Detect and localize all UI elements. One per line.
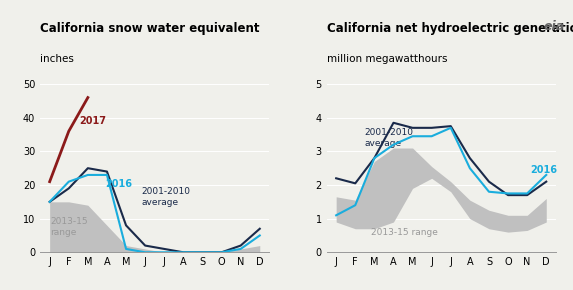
Text: inches: inches <box>40 54 74 64</box>
Text: 2001-2010
average: 2001-2010 average <box>365 128 414 148</box>
Text: 2016: 2016 <box>530 165 557 175</box>
Text: 2013-15
range: 2013-15 range <box>50 218 88 238</box>
Text: 2013-15 range: 2013-15 range <box>371 228 437 237</box>
Text: 2016: 2016 <box>105 179 132 189</box>
Text: California net hydroelectric generation: California net hydroelectric generation <box>327 22 573 35</box>
Text: million megawatthours: million megawatthours <box>327 54 447 64</box>
Text: 2001-2010
average: 2001-2010 average <box>142 187 190 207</box>
Text: 2017: 2017 <box>79 117 106 126</box>
Text: California snow water equivalent: California snow water equivalent <box>40 22 260 35</box>
Text: eia: eia <box>543 20 564 33</box>
